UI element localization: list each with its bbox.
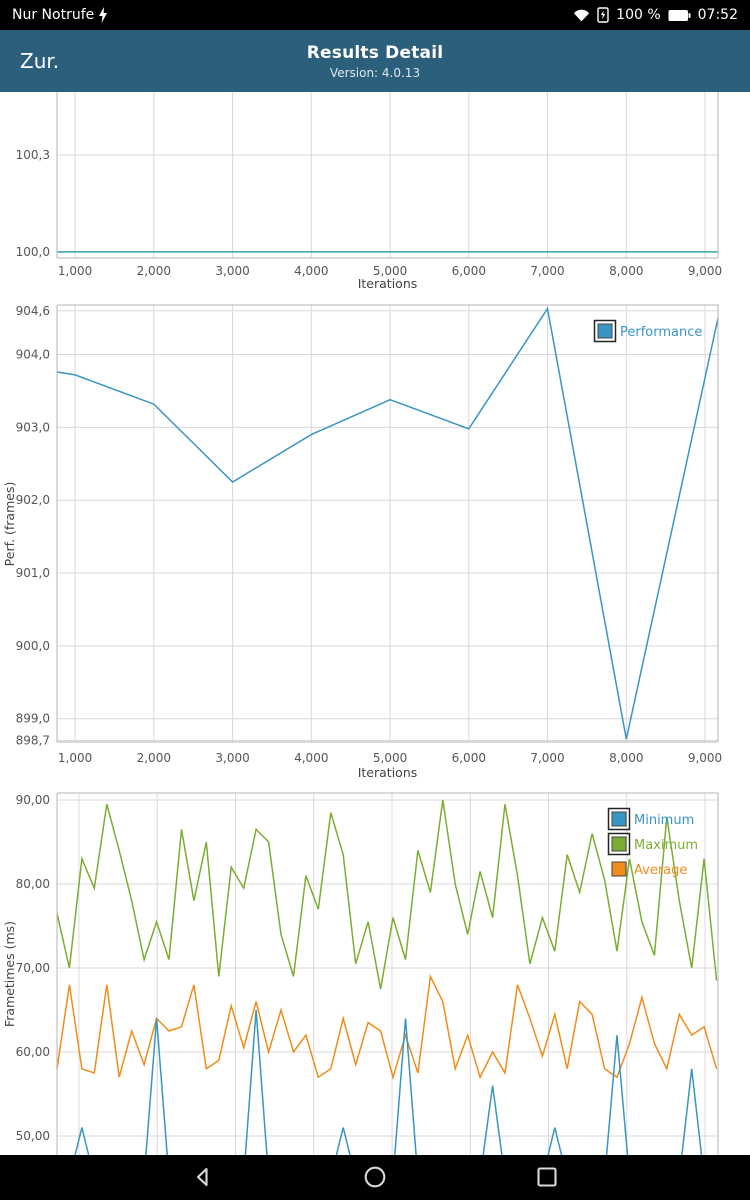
series-line-average [56, 973, 718, 1080]
page-title: Results Detail [306, 42, 444, 63]
flash-icon [99, 7, 108, 23]
y-tick-label: 80,00 [16, 877, 50, 891]
series-line-performance [56, 306, 719, 740]
legend-box [593, 319, 617, 343]
status-bar: Nur Notrufe 100 % 07:52 [0, 0, 750, 30]
y-tick-label: 100,3 [16, 148, 50, 162]
clock-label: 07:52 [697, 7, 738, 23]
y-tick-label: 904,0 [16, 348, 50, 362]
legend-swatch [611, 811, 627, 827]
x-tick-label: 6,000 [452, 751, 486, 765]
legend-label: Minimum [634, 813, 694, 828]
nav-bar [0, 1155, 750, 1200]
y-tick-label: 60,00 [16, 1045, 50, 1059]
series-line-maximum [56, 799, 718, 990]
y-tick-label: 50,00 [16, 1129, 50, 1143]
x-tick-label: 8,000 [609, 264, 643, 278]
legend-box [607, 807, 631, 831]
y-tick-label: 904,6 [16, 304, 50, 318]
chart-frametimes[interactable]: 50,00 60,00 70,00 80,00 90,00 Frametimes (ms)… [0, 788, 750, 1155]
battery-percent-label: 100 % [616, 7, 661, 23]
app-header: Zur. Results Detail Version: 4.0.13 [0, 30, 750, 92]
x-tick-label: 7,000 [530, 264, 564, 278]
y-tick-label: 902,0 [16, 493, 50, 507]
x-tick-label: 9,000 [688, 751, 722, 765]
x-tick-label: 8,000 [609, 751, 643, 765]
series-line-minimum [74, 1009, 703, 1155]
back-triangle-icon [196, 1167, 208, 1187]
header-titles: Results Detail Version: 4.0.13 [0, 30, 750, 92]
legend-swatch [611, 836, 627, 852]
y-tick-label: 70,00 [16, 961, 50, 975]
x-axis-title: Iterations [358, 276, 418, 291]
carrier-label: Nur Notrufe [12, 7, 95, 23]
x-tick-label: 7,000 [530, 751, 564, 765]
y-axis-title: Perf. (frames) [2, 482, 17, 567]
nav-back-button[interactable] [191, 1165, 215, 1189]
legend-box [607, 832, 631, 856]
y-tick-label: 90,00 [16, 793, 50, 807]
x-tick-label: 2,000 [137, 264, 171, 278]
nav-recents-button[interactable] [535, 1165, 559, 1189]
x-tick-label: 9,000 [688, 264, 722, 278]
x-tick-label: 6,000 [452, 264, 486, 278]
charts-area[interactable]: 100,0 100,3 1,000 2,000 3,000 4,000 5,000 6,000… [0, 92, 750, 1155]
y-tick-label: 100,0 [16, 245, 50, 259]
chart-performance[interactable]: 898,7 899,0 900,0 901,0 902,0 903,0 904,0 904,6… [0, 300, 750, 788]
status-right: 100 % 07:52 [573, 7, 738, 23]
x-tick-label: 5,000 [373, 264, 407, 278]
y-axis-title: Frametimes (ms) [2, 921, 17, 1027]
x-axis-title: Iterations [358, 765, 418, 780]
x-tick-label: 3,000 [215, 264, 249, 278]
legend-label: Performance [620, 325, 702, 340]
y-tick-label: 898,7 [16, 734, 50, 748]
legend-label: Average [634, 863, 687, 878]
legend-swatch [597, 323, 613, 339]
back-button[interactable]: Zur. [20, 49, 60, 73]
x-tick-label: 1,000 [58, 264, 92, 278]
battery-icon [668, 9, 691, 21]
x-tick-label: 3,000 [215, 751, 249, 765]
y-tick-label: 899,0 [16, 712, 50, 726]
y-tick-label: 901,0 [16, 566, 50, 580]
recents-square-icon [537, 1167, 557, 1187]
x-tick-label: 4,000 [294, 751, 328, 765]
y-tick-label: 900,0 [16, 639, 50, 653]
x-tick-label: 1,000 [58, 751, 92, 765]
x-tick-label: 2,000 [137, 751, 171, 765]
chart-top-metric[interactable]: 100,0 100,3 1,000 2,000 3,000 4,000 5,000 6,000… [0, 92, 750, 300]
battery-saver-icon [597, 7, 609, 23]
legend-swatch [611, 861, 627, 877]
version-subtitle: Version: 4.0.13 [329, 65, 421, 80]
status-left: Nur Notrufe [12, 7, 108, 23]
home-circle-icon [364, 1166, 386, 1188]
x-tick-label: 5,000 [373, 751, 407, 765]
legend-label: Maximum [634, 838, 698, 853]
wifi-icon [574, 9, 590, 21]
y-tick-label: 903,0 [16, 420, 50, 434]
nav-home-button[interactable] [363, 1165, 387, 1189]
x-tick-label: 4,000 [294, 264, 328, 278]
